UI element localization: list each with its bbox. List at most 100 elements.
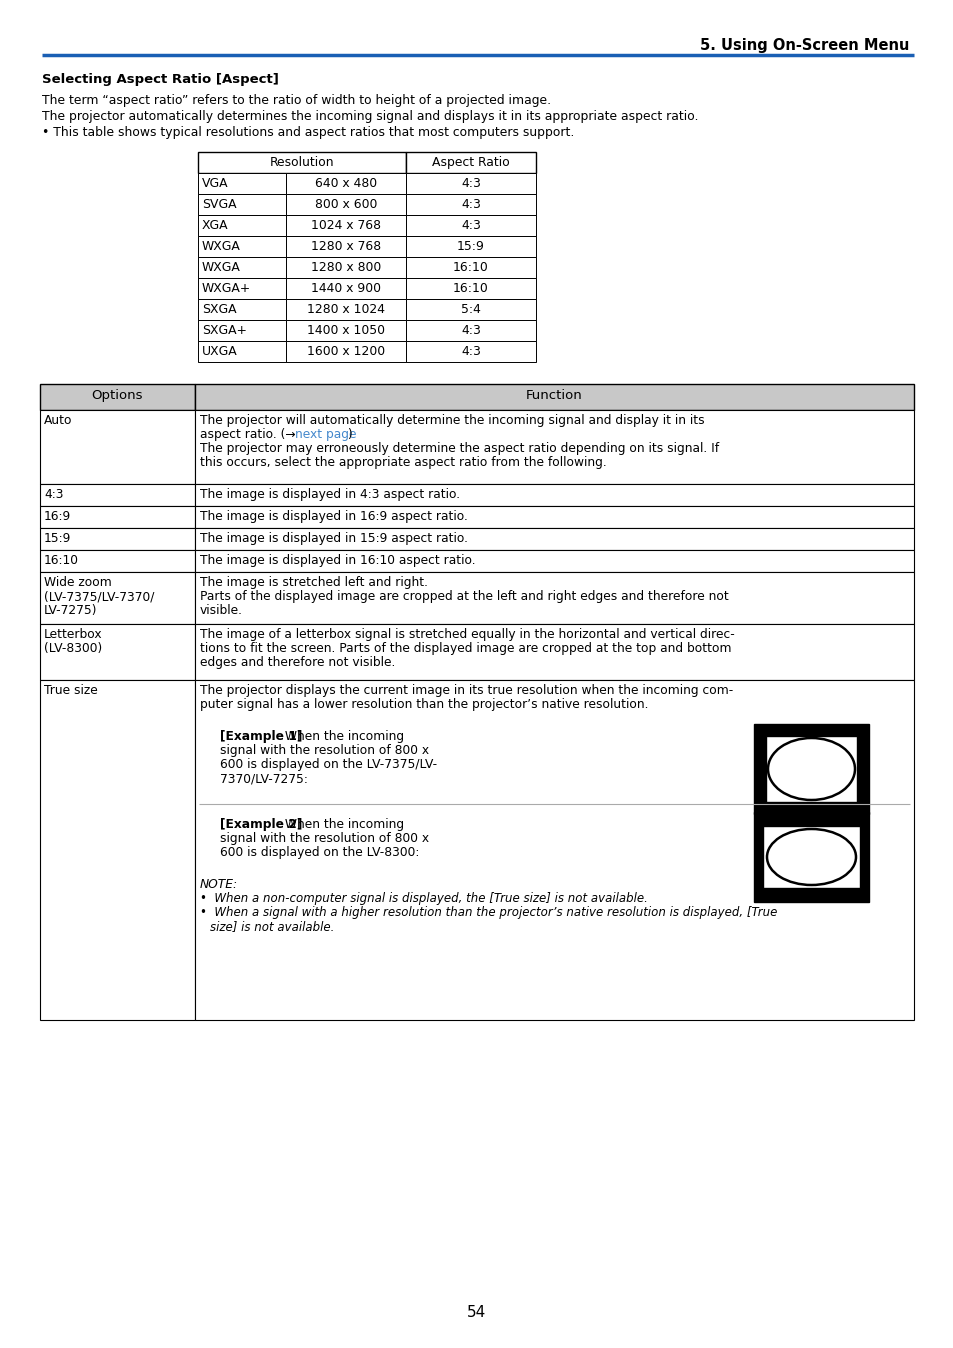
Text: • This table shows typical resolutions and aspect ratios that most computers sup: • This table shows typical resolutions a… xyxy=(42,125,574,139)
Text: 1400 x 1050: 1400 x 1050 xyxy=(307,324,385,337)
Text: The image is stretched left and right.: The image is stretched left and right. xyxy=(200,576,428,589)
Bar xyxy=(286,214,406,236)
Text: XGA: XGA xyxy=(202,218,229,232)
Text: SXGA: SXGA xyxy=(202,303,236,315)
Text: Options: Options xyxy=(91,390,143,402)
Bar xyxy=(753,724,868,814)
Text: Letterbox: Letterbox xyxy=(44,628,103,642)
Text: 600 is displayed on the LV-7375/LV-: 600 is displayed on the LV-7375/LV- xyxy=(220,758,436,771)
Bar xyxy=(40,572,194,624)
Text: signal with the resolution of 800 x: signal with the resolution of 800 x xyxy=(220,832,429,845)
Text: 16:10: 16:10 xyxy=(453,262,488,274)
Text: The image is displayed in 15:9 aspect ratio.: The image is displayed in 15:9 aspect ra… xyxy=(200,532,468,545)
Bar xyxy=(406,319,536,341)
Text: NOTE:: NOTE: xyxy=(200,878,238,891)
Text: (LV-8300): (LV-8300) xyxy=(44,642,102,655)
Text: 1440 x 900: 1440 x 900 xyxy=(311,282,380,295)
Text: The image is displayed in 4:3 aspect ratio.: The image is displayed in 4:3 aspect rat… xyxy=(200,488,459,501)
Bar xyxy=(198,319,286,341)
Bar xyxy=(406,278,536,299)
Text: Resolution: Resolution xyxy=(270,156,334,168)
Text: WXGA+: WXGA+ xyxy=(202,282,251,295)
Text: size] is not available.: size] is not available. xyxy=(210,919,334,933)
Text: When the incoming: When the incoming xyxy=(281,818,404,830)
Bar xyxy=(194,624,913,679)
Text: True size: True size xyxy=(44,683,97,697)
Text: 4:3: 4:3 xyxy=(460,198,480,212)
Bar xyxy=(198,173,286,194)
Text: Aspect Ratio: Aspect Ratio xyxy=(432,156,509,168)
Bar xyxy=(198,236,286,257)
Bar xyxy=(286,194,406,214)
Text: The image is displayed in 16:9 aspect ratio.: The image is displayed in 16:9 aspect ra… xyxy=(200,510,467,523)
Text: 16:10: 16:10 xyxy=(44,554,79,568)
Text: 5. Using On-Screen Menu: 5. Using On-Screen Menu xyxy=(700,38,908,53)
Text: [Example 1]: [Example 1] xyxy=(220,731,302,743)
Bar xyxy=(198,152,406,173)
Bar xyxy=(762,826,859,888)
Text: 7370/LV-7275:: 7370/LV-7275: xyxy=(220,772,308,785)
Text: 1280 x 1024: 1280 x 1024 xyxy=(307,303,385,315)
Text: The projector will automatically determine the incoming signal and display it in: The projector will automatically determi… xyxy=(200,414,704,427)
Bar xyxy=(406,214,536,236)
Bar xyxy=(406,194,536,214)
Bar xyxy=(40,484,194,506)
Text: 4:3: 4:3 xyxy=(460,177,480,190)
Bar xyxy=(406,257,536,278)
Bar xyxy=(40,679,194,1020)
Bar xyxy=(194,572,913,624)
Text: The term “aspect ratio” refers to the ratio of width to height of a projected im: The term “aspect ratio” refers to the ra… xyxy=(42,94,551,106)
Text: 54: 54 xyxy=(467,1305,486,1320)
Text: aspect ratio. (→: aspect ratio. (→ xyxy=(200,429,299,441)
Text: 800 x 600: 800 x 600 xyxy=(314,198,376,212)
Bar xyxy=(286,341,406,363)
Text: 640 x 480: 640 x 480 xyxy=(314,177,376,190)
Text: Function: Function xyxy=(525,390,582,402)
Bar xyxy=(286,257,406,278)
Bar xyxy=(753,811,868,902)
Text: (LV-7375/LV-7370/: (LV-7375/LV-7370/ xyxy=(44,590,154,603)
Text: 5:4: 5:4 xyxy=(460,303,480,315)
Bar xyxy=(194,484,913,506)
Bar xyxy=(286,278,406,299)
Bar xyxy=(406,236,536,257)
Bar xyxy=(194,679,913,1020)
Bar xyxy=(40,384,194,410)
Text: signal with the resolution of 800 x: signal with the resolution of 800 x xyxy=(220,744,429,758)
Text: next page: next page xyxy=(294,429,356,441)
Text: 16:9: 16:9 xyxy=(44,510,71,523)
Bar xyxy=(286,236,406,257)
Text: When the incoming: When the incoming xyxy=(281,731,404,743)
Text: 16:10: 16:10 xyxy=(453,282,488,295)
Text: SXGA+: SXGA+ xyxy=(202,324,247,337)
Text: puter signal has a lower resolution than the projector’s native resolution.: puter signal has a lower resolution than… xyxy=(200,698,648,710)
Text: VGA: VGA xyxy=(202,177,229,190)
Bar xyxy=(406,152,536,173)
Text: edges and therefore not visible.: edges and therefore not visible. xyxy=(200,656,395,669)
Bar xyxy=(194,506,913,528)
Text: [Example 2]: [Example 2] xyxy=(220,818,302,830)
Text: 1280 x 800: 1280 x 800 xyxy=(311,262,381,274)
Bar xyxy=(194,550,913,572)
Text: SVGA: SVGA xyxy=(202,198,236,212)
Bar xyxy=(198,194,286,214)
Text: The image is displayed in 16:10 aspect ratio.: The image is displayed in 16:10 aspect r… xyxy=(200,554,476,568)
Bar xyxy=(198,278,286,299)
Text: ): ) xyxy=(347,429,352,441)
Text: 4:3: 4:3 xyxy=(44,488,64,501)
Ellipse shape xyxy=(767,737,854,799)
Bar xyxy=(406,341,536,363)
Bar xyxy=(40,624,194,679)
Text: 600 is displayed on the LV-8300:: 600 is displayed on the LV-8300: xyxy=(220,847,419,859)
Text: •  When a signal with a higher resolution than the projector’s native resolution: • When a signal with a higher resolution… xyxy=(200,906,777,919)
Text: 15:9: 15:9 xyxy=(456,240,484,253)
Text: The projector may erroneously determine the aspect ratio depending on its signal: The projector may erroneously determine … xyxy=(200,442,719,456)
Text: 1600 x 1200: 1600 x 1200 xyxy=(307,345,385,359)
Ellipse shape xyxy=(766,829,855,886)
Bar xyxy=(198,299,286,319)
Bar xyxy=(286,319,406,341)
Bar xyxy=(286,299,406,319)
Bar xyxy=(406,173,536,194)
Bar xyxy=(40,528,194,550)
Text: WXGA: WXGA xyxy=(202,262,240,274)
